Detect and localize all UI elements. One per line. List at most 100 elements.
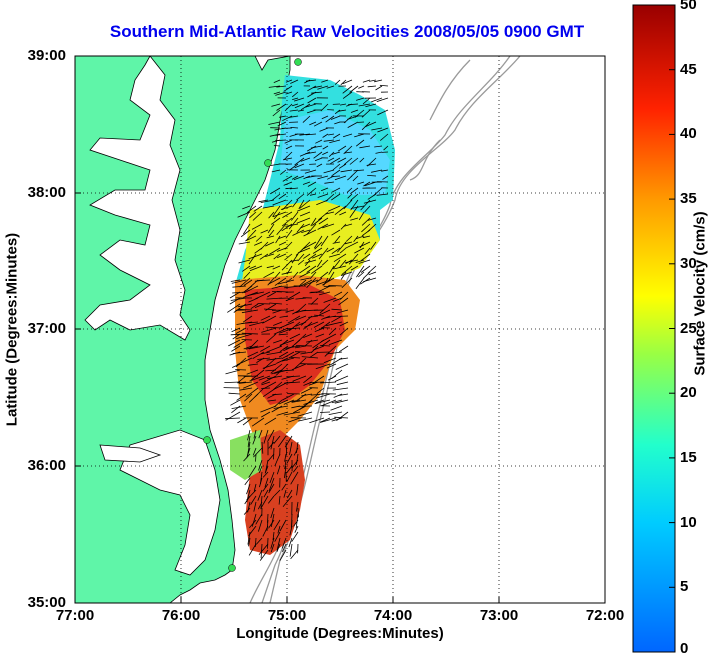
velocity-arrow xyxy=(268,229,275,237)
x-tick-label: 72:00 xyxy=(585,607,625,624)
velocity-arrow xyxy=(291,459,299,469)
velocity-arrow xyxy=(264,465,269,474)
velocity-arrow xyxy=(273,145,281,147)
velocity-arrow xyxy=(294,157,305,166)
velocity-arrow xyxy=(245,345,259,350)
velocity-arrow xyxy=(358,85,365,89)
velocity-arrow xyxy=(238,381,253,384)
velocity-arrow xyxy=(248,253,263,260)
velocity-arrow xyxy=(259,549,269,561)
velocity-arrow xyxy=(279,345,289,353)
velocity-arrow xyxy=(281,351,295,360)
velocity-arrow xyxy=(281,357,295,362)
velocity-arrow xyxy=(304,259,317,264)
velocity-arrow xyxy=(240,229,251,238)
velocity-arrow xyxy=(292,229,305,236)
velocity-arrow xyxy=(317,223,329,230)
velocity-arrow xyxy=(350,193,359,201)
velocity-arrow xyxy=(282,495,293,508)
velocity-arrow xyxy=(276,253,287,259)
velocity-arrow xyxy=(309,381,325,383)
velocity-arrow xyxy=(251,417,265,427)
velocity-arrow xyxy=(249,345,265,350)
velocity-arrow xyxy=(382,175,389,180)
velocity-arrow xyxy=(258,429,263,439)
velocity-arrow xyxy=(290,127,299,129)
velocity-arrow xyxy=(334,265,347,270)
velocity-arrow xyxy=(359,241,365,249)
velocity-arrow xyxy=(300,157,311,162)
velocity-arrow xyxy=(237,417,247,424)
velocity-arrow xyxy=(306,339,319,343)
velocity-arrow xyxy=(342,85,353,94)
velocity-arrow xyxy=(355,259,365,263)
velocity-arrow xyxy=(285,187,293,190)
velocity-arrow xyxy=(316,393,331,399)
velocity-arrow xyxy=(315,277,323,283)
velocity-arrow xyxy=(283,157,293,161)
velocity-arrow xyxy=(294,103,305,109)
velocity-arrow xyxy=(353,169,365,172)
velocity-arrow xyxy=(334,399,349,404)
velocity-arrow xyxy=(338,393,349,396)
velocity-arrow xyxy=(257,357,271,360)
y-tick-label: 38:00 xyxy=(27,184,66,201)
velocity-arrow xyxy=(270,217,281,225)
velocity-arrow xyxy=(243,507,251,515)
velocity-arrow xyxy=(325,211,335,215)
velocity-arrow xyxy=(327,205,341,212)
velocity-arrow xyxy=(232,285,247,288)
velocity-arrow xyxy=(286,453,293,464)
velocity-arrow xyxy=(271,103,281,107)
velocity-arrow xyxy=(290,211,299,221)
velocity-arrow xyxy=(318,217,329,225)
velocity-arrow xyxy=(274,531,281,542)
velocity-arrow xyxy=(298,199,305,210)
velocity-arrow xyxy=(334,205,347,216)
velocity-arrow xyxy=(338,357,349,360)
colorbar-tick-label: 40 xyxy=(680,125,697,142)
axis-ticks xyxy=(75,192,500,603)
velocity-arrow xyxy=(292,199,299,208)
velocity-arrow xyxy=(361,229,371,237)
velocity-arrow xyxy=(309,351,319,358)
velocity-arrow xyxy=(301,356,319,359)
colorbar-ticks xyxy=(669,69,675,588)
velocity-arrow xyxy=(267,375,283,380)
velocity-arrow xyxy=(331,169,341,177)
velocity-arrow xyxy=(296,483,299,496)
velocity-arrow xyxy=(273,253,281,260)
velocity-arrow xyxy=(331,175,341,177)
velocity-arrow xyxy=(283,411,301,416)
velocity-arrow xyxy=(258,459,263,471)
velocity-arrow xyxy=(275,133,287,136)
velocity-arrow xyxy=(348,253,359,265)
velocity-arrow xyxy=(303,321,319,328)
velocity-arrow xyxy=(362,79,371,83)
velocity-arrow xyxy=(328,339,343,346)
velocity-arrow xyxy=(276,537,281,551)
velocity-arrow xyxy=(248,253,257,265)
velocity-arrow xyxy=(321,79,329,83)
velocity-arrow xyxy=(281,483,287,491)
velocity-arrow xyxy=(288,163,299,171)
velocity-arrow xyxy=(303,375,313,384)
velocity-arrow xyxy=(243,271,251,279)
velocity-arrow xyxy=(261,351,271,355)
velocity-arrow xyxy=(334,175,347,181)
velocity-arrow xyxy=(272,265,281,270)
velocity-arrow xyxy=(260,411,271,418)
velocity-arrow xyxy=(381,169,389,172)
velocity-arrow xyxy=(289,441,293,455)
velocity-arrow xyxy=(281,217,293,227)
velocity-arrow xyxy=(260,315,271,321)
velocity-arrow xyxy=(247,531,251,545)
velocity-arrow xyxy=(279,519,287,532)
velocity-arrow xyxy=(266,333,277,343)
velocity-arrow xyxy=(247,363,259,366)
velocity-arrow xyxy=(284,465,287,479)
velocity-arrow xyxy=(243,223,251,235)
velocity-arrow xyxy=(263,429,269,444)
x-tick-label: 77:00 xyxy=(55,607,95,624)
velocity-arrow xyxy=(268,211,275,219)
